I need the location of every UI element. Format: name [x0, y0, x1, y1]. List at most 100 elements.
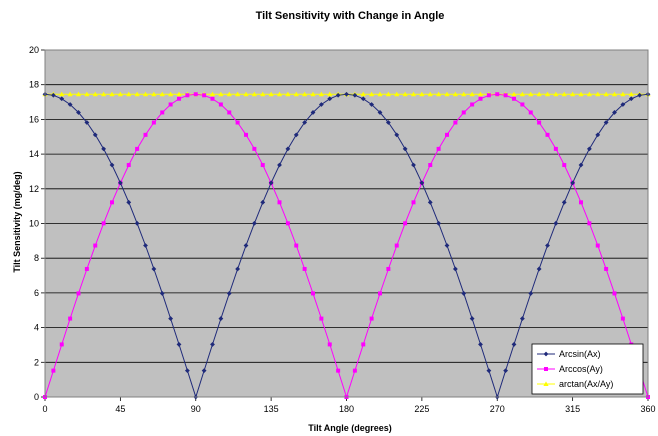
- data-point-1-58: [528, 110, 533, 115]
- data-point-1-42: [394, 243, 399, 248]
- data-point-0-66: [595, 132, 601, 138]
- data-point-1-21: [218, 102, 223, 107]
- data-point-2-30: [293, 91, 299, 97]
- data-point-1-12: [143, 132, 148, 137]
- data-point-1-53: [486, 93, 491, 98]
- data-point-0-71: [637, 92, 643, 98]
- data-point-1-47: [436, 146, 441, 151]
- data-point-1-28: [277, 200, 282, 205]
- data-point-2-27: [268, 91, 274, 97]
- data-point-1-59: [537, 120, 542, 125]
- data-point-1-30: [294, 243, 299, 248]
- chart-title: Tilt Sensitivity with Change in Angle: [256, 10, 445, 22]
- data-point-0-26: [260, 199, 266, 205]
- data-point-2-34: [327, 91, 333, 97]
- data-point-2-11: [134, 91, 140, 97]
- data-point-2-10: [126, 91, 132, 97]
- data-point-0-52: [478, 342, 483, 347]
- data-point-0-44: [411, 162, 416, 168]
- data-point-0-39: [369, 102, 375, 107]
- data-point-2-23: [235, 91, 241, 97]
- data-point-2-50: [461, 91, 467, 97]
- data-point-2-48: [444, 91, 450, 97]
- data-point-1-48: [445, 132, 449, 137]
- data-point-1-62: [562, 163, 567, 168]
- data-point-2-39: [369, 91, 375, 97]
- legend: Arcsin(Ax) Arccos(Ay) arctan(Ax/Ay): [531, 343, 644, 395]
- data-point-0-60: [545, 243, 550, 248]
- data-point-0-53: [486, 368, 492, 374]
- data-point-2-7: [101, 91, 107, 97]
- data-point-2-33: [318, 91, 324, 97]
- tick-label-y-2: 2: [34, 357, 39, 367]
- data-point-1-39: [369, 316, 374, 321]
- tick-label-y-20: 20: [29, 45, 39, 55]
- data-point-1-37: [352, 368, 357, 373]
- data-point-0-32: [310, 110, 316, 115]
- data-point-1-4: [76, 291, 81, 296]
- tick-label-y-14: 14: [29, 149, 39, 159]
- data-point-2-70: [628, 91, 634, 97]
- data-point-2-66: [595, 91, 601, 97]
- data-point-0-65: [586, 146, 592, 152]
- data-point-0-56: [511, 342, 517, 347]
- data-point-2-4: [75, 91, 82, 97]
- data-point-2-22: [226, 91, 232, 97]
- data-point-2-52: [477, 91, 484, 97]
- data-point-1-43: [403, 221, 408, 226]
- data-point-0-20: [210, 342, 215, 347]
- data-point-0-12: [143, 243, 148, 248]
- data-point-2-29: [285, 91, 291, 97]
- data-point-2-62: [561, 91, 567, 97]
- data-point-2-25: [251, 91, 257, 97]
- data-point-0-49: [452, 266, 458, 272]
- data-point-1-29: [285, 221, 290, 226]
- data-point-2-21: [218, 91, 224, 97]
- data-point-2-38: [360, 91, 366, 97]
- data-point-2-5: [84, 91, 90, 97]
- data-point-0-29: [285, 146, 291, 152]
- data-point-0-2: [59, 96, 65, 102]
- data-point-1-20: [210, 96, 215, 101]
- data-point-0-42: [394, 132, 400, 138]
- data-point-1-6: [93, 243, 98, 248]
- tick-label-x-0: 0: [42, 404, 47, 414]
- data-point-0-63: [570, 180, 576, 186]
- data-point-0-17: [184, 368, 190, 374]
- data-point-1-8: [110, 200, 114, 205]
- data-point-0-3: [67, 102, 73, 107]
- tick-label-y-8: 8: [34, 253, 39, 263]
- data-point-1-38: [361, 342, 366, 347]
- data-point-2-2: [59, 91, 65, 97]
- legend-marker-1: [544, 367, 548, 371]
- data-point-0-14: [159, 291, 165, 296]
- data-point-0-25: [251, 220, 257, 226]
- data-point-2-63: [570, 91, 576, 97]
- data-point-1-41: [386, 266, 391, 271]
- data-point-1-44: [411, 200, 416, 205]
- data-point-2-41: [385, 91, 391, 97]
- data-point-2-64: [578, 91, 584, 97]
- data-point-1-56: [512, 96, 516, 101]
- data-point-1-52: [478, 96, 483, 101]
- data-point-0-45: [419, 180, 425, 186]
- data-point-1-1: [51, 368, 56, 373]
- data-point-0-57: [519, 316, 525, 321]
- data-point-0-40: [377, 110, 383, 115]
- data-point-0-46: [427, 199, 433, 205]
- data-point-1-33: [319, 316, 324, 321]
- data-point-1-23: [235, 120, 240, 125]
- data-point-2-40: [377, 91, 383, 97]
- data-point-1-69: [620, 316, 625, 321]
- data-point-0-69: [620, 102, 626, 107]
- data-point-0-35: [335, 92, 341, 98]
- data-point-2-20: [209, 91, 216, 97]
- data-point-1-10: [126, 163, 131, 168]
- tick-label-y-0: 0: [34, 392, 39, 402]
- tick-label-y-12: 12: [29, 184, 39, 194]
- data-point-1-13: [151, 120, 156, 125]
- data-point-1-26: [260, 163, 265, 168]
- data-point-0-38: [360, 96, 366, 102]
- data-point-1-19: [202, 93, 207, 98]
